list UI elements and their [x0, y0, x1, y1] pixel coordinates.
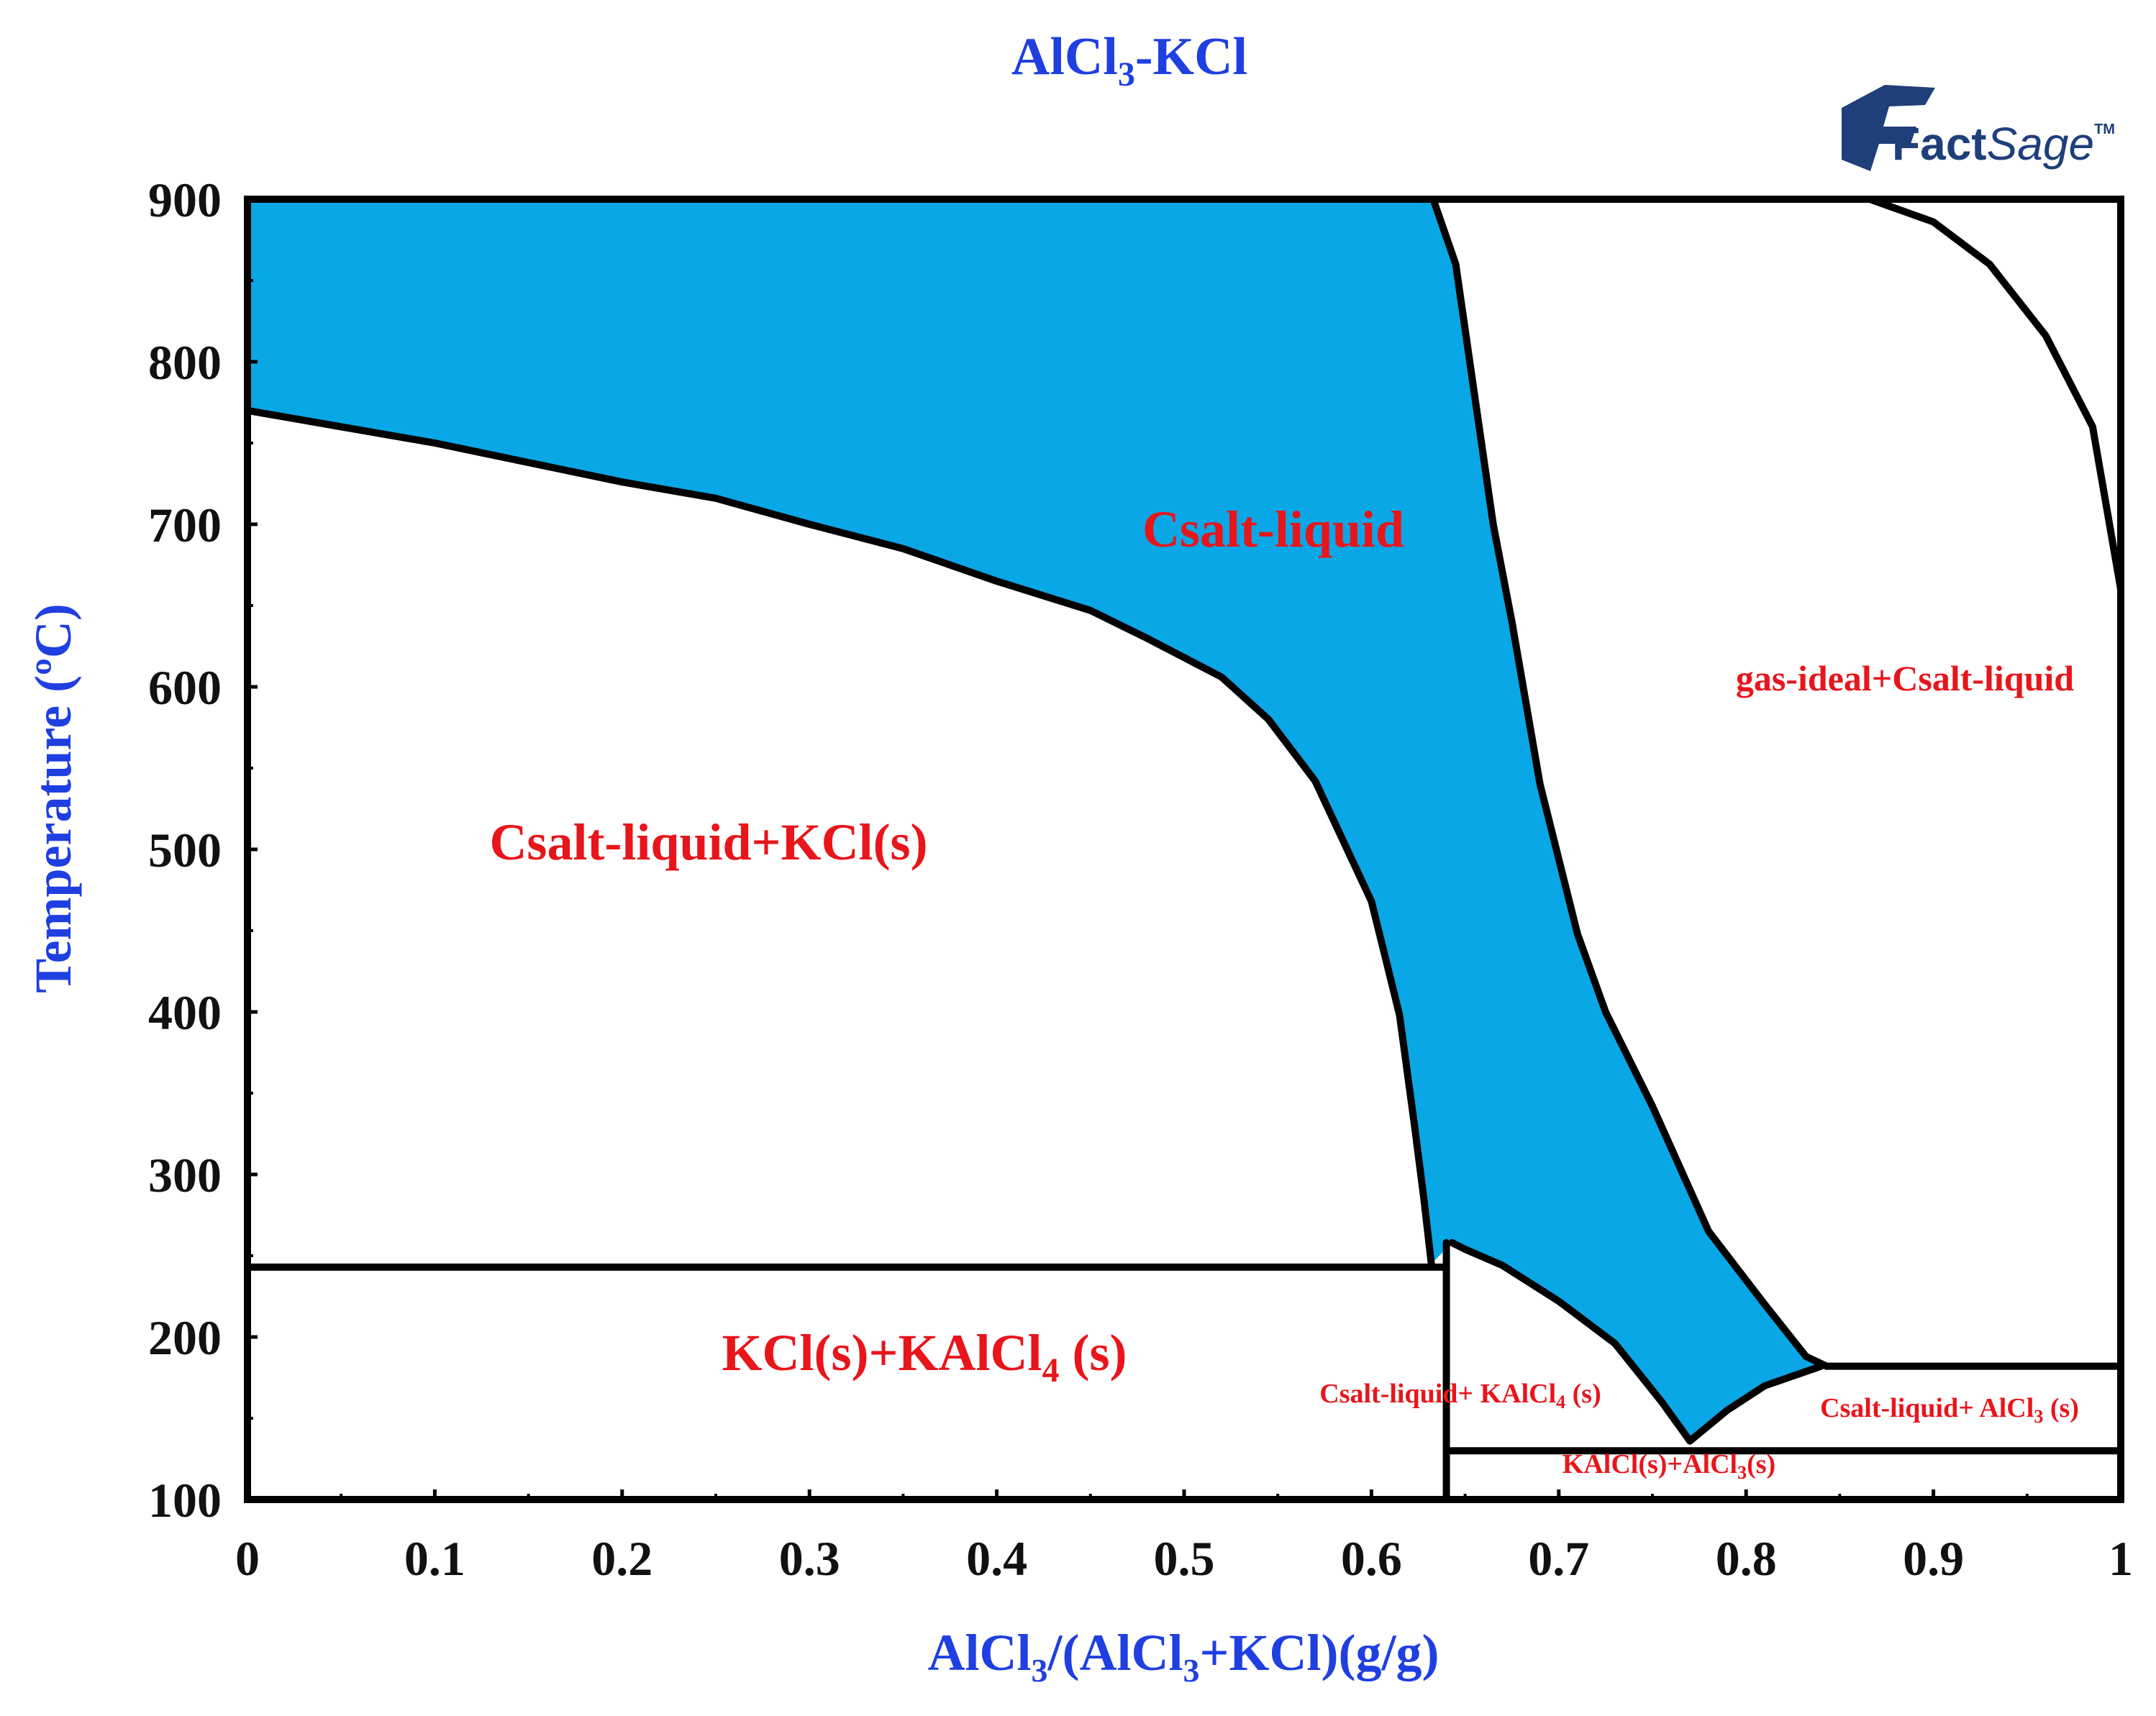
x-tick-label: 0.1	[404, 1531, 465, 1586]
region-label-csalt-liquid-kalcl4-sub: 4	[1556, 1392, 1565, 1412]
region-label-kcl-kalcl4: KCl(s)+KAlCl4 (s)	[722, 1324, 1127, 1389]
x-tick-label: 0.4	[966, 1531, 1027, 1586]
factsage-logo-fact: Fact	[1892, 118, 1987, 170]
chart-title-suffix: -KCl	[1135, 27, 1247, 86]
region-label-kalcl4-alcl3-main: KAlCl(s)+AlCl	[1563, 1449, 1737, 1479]
region-label-kalcl4-alcl3: KAlCl(s)+AlCl3(s)	[1563, 1449, 1775, 1483]
factsage-logo-text: FactSageTM	[1892, 118, 2115, 170]
x-axis-label-part1: AlCl	[928, 1624, 1032, 1681]
region-label-gas-ideal-csalt-liquid: gas-ideal+Csalt-liquid	[1736, 658, 2074, 698]
region-label-kcl-kalcl4-main: KCl(s)+KAlCl	[722, 1324, 1042, 1382]
chart-title-subscript: 3	[1118, 55, 1135, 93]
ticks-layer: 0 0.1 0.2 0.3 0.4 0.5 0.6 0.7 0.8 0.9 1 100 200 300 40…	[148, 173, 2133, 1586]
region-label-kalcl4-alcl3-sub: 3	[1737, 1462, 1747, 1483]
kcl-liquidus-curve	[244, 406, 1435, 1268]
x-tick-label: 0.3	[779, 1531, 840, 1586]
x-tick-label: 0.9	[1903, 1531, 1964, 1586]
region-label-kcl-kalcl4-sub: 4	[1042, 1351, 1060, 1389]
region-label-csalt-liquid-alcl3-suffix: (s)	[2043, 1393, 2079, 1423]
x-axis-label-sub2: 3	[1183, 1652, 1200, 1689]
chart-title: AlCl3-KCl	[1011, 27, 1247, 93]
region-label-kcl-kalcl4-suffix: (s)	[1060, 1324, 1127, 1382]
alcl3-liquidus-curve	[1686, 1362, 1825, 1445]
liquid-region-layer	[247, 199, 1827, 1441]
y-tick-label: 700	[148, 498, 222, 552]
chart-title-main: AlCl	[1011, 27, 1118, 86]
x-axis-label-part3: +KCl)(g/g)	[1200, 1624, 1439, 1681]
region-label-csalt-liquid-alcl3: Csalt-liquid+ AlCl3 (s)	[1820, 1393, 2079, 1427]
y-tick-label: 100	[148, 1473, 222, 1528]
x-axis-label-sub1: 3	[1032, 1652, 1048, 1689]
x-axis-label-part2: /(AlCl	[1047, 1624, 1183, 1681]
region-label-kalcl4-alcl3-suffix: (s)	[1747, 1449, 1775, 1479]
y-axis-label: Temperature (ºC)	[24, 603, 82, 993]
x-tick-label: 0.7	[1528, 1531, 1589, 1586]
phase-boundary-layer	[244, 196, 2124, 1503]
y-tick-label: 200	[148, 1310, 222, 1365]
x-tick-label: 1	[2109, 1531, 2133, 1586]
region-label-csalt-liquid-alcl3-main: Csalt-liquid+ AlCl	[1820, 1393, 2034, 1423]
region-label-csalt-liquid-kcl: Csalt-liquid+KCl(s)	[489, 813, 927, 871]
y-tick-label: 800	[148, 335, 222, 390]
region-label-csalt-liquid-alcl3-sub: 3	[2034, 1406, 2043, 1427]
x-tick-label: 0.5	[1154, 1531, 1215, 1586]
kalcl4-liquidus-curve	[1448, 1238, 1694, 1445]
region-label-csalt-liquid-kalcl4: Csalt-liquid+ KAlCl4 (s)	[1319, 1379, 1601, 1412]
alcl3-rich-liquidus-curve	[1429, 196, 1831, 1370]
region-label-csalt-liquid-kalcl4-main: Csalt-liquid+ KAlCl	[1319, 1379, 1556, 1409]
x-tick-label: 0.6	[1341, 1531, 1402, 1586]
y-tick-label: 600	[148, 660, 222, 715]
region-label-csalt-liquid-kalcl4-suffix: (s)	[1565, 1379, 1601, 1409]
factsage-logo-mark	[1842, 85, 1935, 171]
factsage-logo-tm: TM	[2094, 122, 2115, 137]
csalt-liquid-region	[247, 199, 1827, 1441]
region-label-csalt-liquid: Csalt-liquid	[1142, 501, 1404, 558]
x-tick-label: 0	[235, 1531, 260, 1586]
y-tick-label: 500	[148, 823, 222, 877]
y-tick-label: 400	[148, 985, 222, 1040]
y-tick-label: 300	[148, 1148, 222, 1202]
y-tick-label: 900	[148, 173, 222, 227]
x-tick-label: 0.8	[1716, 1531, 1777, 1586]
factsage-logo: FactSageTM	[1842, 85, 2115, 171]
factsage-logo-sage: Sage	[1987, 118, 2094, 170]
x-axis-label: AlCl3/(AlCl3+KCl)(g/g)	[928, 1624, 1439, 1689]
x-tick-label: 0.2	[591, 1531, 652, 1586]
gas-boundary-curve	[1866, 196, 2124, 593]
